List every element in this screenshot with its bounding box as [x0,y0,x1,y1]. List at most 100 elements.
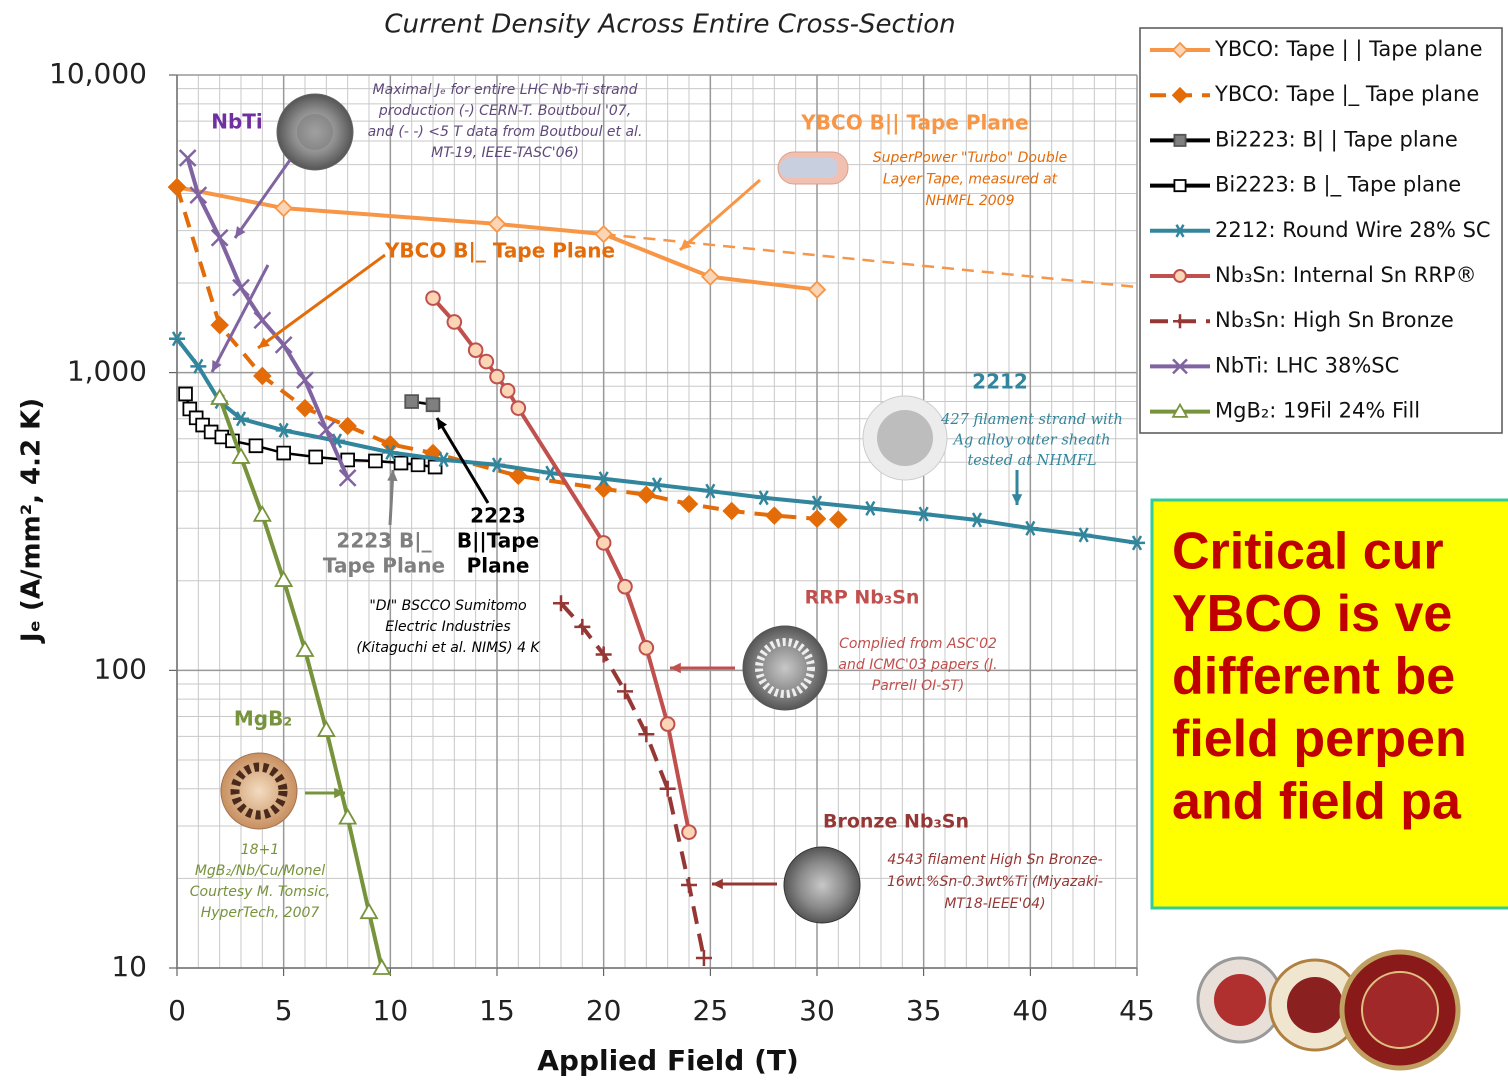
y-tick-label: 10 [111,950,147,983]
logo-center [1287,977,1343,1033]
marker [412,458,425,471]
annotation: production (-) CERN-T. Boutboul '07, [378,103,631,119]
annotation: MT18-IEEE'04) [944,896,1045,912]
callout-text: different be [1172,648,1455,706]
callout-text: and field pa [1172,773,1462,831]
annotation: and ICMC'03 papers (J. [838,657,997,673]
annotation: NbTi [211,110,263,134]
annotation: Parrell OI-ST) [872,678,964,694]
annotation: MgB₂ [234,707,292,731]
legend-marker [1174,180,1185,191]
annotation: Maximal Jₑ for entire LHC Nb-Ti strand [373,82,638,98]
marker [597,536,611,550]
annotation: 16wt.%Sn-0.3wt%Ti (Miyazaki- [887,874,1103,890]
marker [448,315,462,329]
legend-label: Bi2223: B |_ Tape plane [1215,173,1461,198]
marker [512,401,526,415]
x-tick-label: 10 [373,994,409,1027]
annotation: Ag alloy outer sheath [951,433,1110,449]
chart: Current Density Across Entire Cross-Sect… [0,0,1508,1089]
x-tick-label: 0 [168,994,186,1027]
marker [618,580,632,594]
annotation: 4543 filament High Sn Bronze- [887,852,1102,868]
marker [426,291,440,305]
marker [179,388,192,401]
annotation: HyperTech, 2007 [201,905,320,921]
x-tick-label: 20 [586,994,622,1027]
y-tick-label: 10,000 [49,57,147,90]
marker [490,370,504,384]
callout-text: Critical cur [1172,523,1444,581]
annotation: Layer Tape, measured at [883,172,1058,188]
annotation: B||Tape [457,529,539,553]
legend-label: YBCO: Tape | | Tape plane [1214,37,1483,62]
marker [427,398,440,411]
marker [682,825,696,839]
callout-text: field perpen [1172,710,1467,768]
x-tick-label: 35 [906,994,942,1027]
x-axis-label: Applied Field (T) [537,1044,799,1077]
annotation: Courtesy M. Tomsic, [190,884,330,900]
strand-icon-core [877,410,933,466]
annotation: (Kitaguchi et al. NIMS) 4 K [356,640,541,656]
annotation: MgB₂/Nb/Cu/Monel [195,863,325,879]
annotation: SuperPower "Turbo" Double [873,150,1067,166]
annotation: 427 filament strand with [940,412,1123,428]
marker [309,451,322,464]
legend-label: Bi2223: B| | Tape plane [1215,127,1458,152]
x-tick-label: 30 [799,994,835,1027]
annotation: 2223 B|_ [336,529,431,553]
annotation: YBCO B|_ Tape Plane [384,239,615,263]
annotation: 2212 [972,370,1028,394]
x-tick-label: 5 [275,994,293,1027]
marker [640,641,654,655]
legend-marker [1174,135,1185,146]
annotation: and (- -) <5 T data from Boutboul et al. [368,124,643,140]
marker [405,395,418,408]
x-tick-label: 40 [1013,994,1049,1027]
annotation: 18+1 [241,842,279,858]
x-tick-label: 15 [479,994,515,1027]
annotation: 2223 [470,504,526,528]
marker [429,461,442,474]
annotation: Complied from ASC'02 [839,636,997,652]
strand-icon [784,847,860,923]
marker [501,384,515,398]
marker [469,343,483,357]
page: Current Density Across Entire Cross-Sect… [0,0,1508,1089]
annotation: NHMFL 2009 [925,193,1014,209]
strand-icon-core [297,114,333,150]
annotation: Bronze Nb₃Sn [823,811,969,833]
logo-center [1214,974,1266,1026]
chart-title: Current Density Across Entire Cross-Sect… [384,10,955,40]
legend-label: MgB₂: 19Fil 24% Fill [1215,399,1420,423]
y-tick-label: 1,000 [67,355,147,388]
legend-label: NbTi: LHC 38%SC [1215,353,1399,377]
callout-text: YBCO is ve [1172,585,1452,643]
annotation: Tape Plane [323,554,445,578]
y-tick-label: 100 [94,652,147,685]
logo-center [1362,972,1438,1048]
marker [369,455,382,468]
annotation: MT-19, IEEE-TASC'06) [431,145,579,161]
annotation: RRP Nb₃Sn [805,587,920,609]
y-axis-label: Jₑ (A/mm², 4.2 K) [17,398,47,644]
legend-label: Nb₃Sn: Internal Sn RRP® [1215,263,1477,287]
legend-label: Nb₃Sn: High Sn Bronze [1215,308,1454,332]
annotation: "DI" BSCCO Sumitomo [369,598,526,614]
x-tick-label: 45 [1119,994,1155,1027]
marker [480,355,494,369]
x-tick-label: 25 [693,994,729,1027]
annotation: YBCO B|| Tape Plane [800,111,1028,135]
marker [277,447,290,460]
legend-label: YBCO: Tape |_ Tape plane [1214,82,1479,107]
annotation: tested at NHMFL [967,453,1096,469]
tape-icon-core [780,158,838,178]
legend-label: 2212: Round Wire 28% SC [1215,218,1491,242]
marker [661,717,675,731]
marker [250,439,263,452]
marker [395,457,408,470]
legend-marker [1174,270,1186,282]
annotation: Plane [467,554,530,578]
annotation: Electric Industries [385,619,510,635]
